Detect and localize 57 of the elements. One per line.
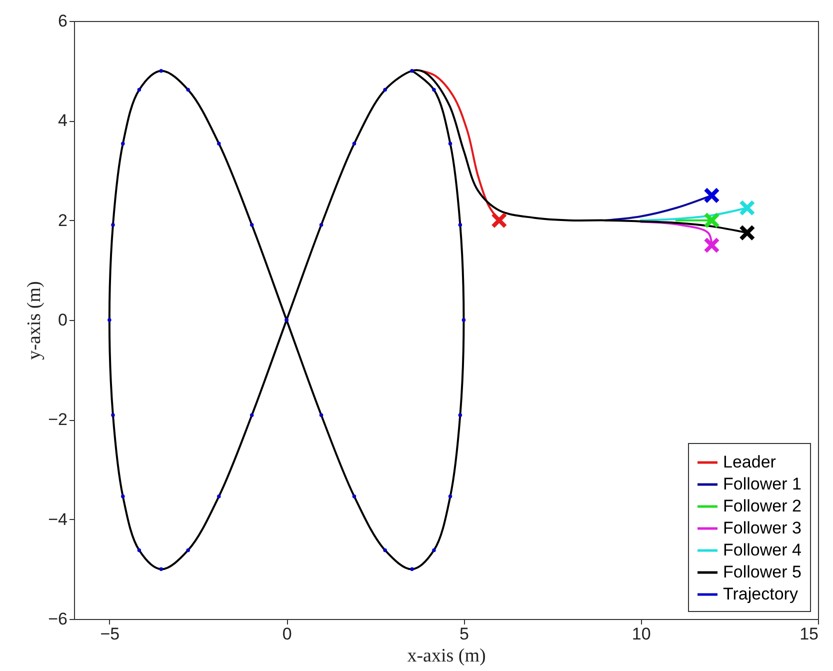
point [432,88,436,92]
point [186,88,190,92]
y-tick-label: 2 [58,210,68,230]
legend-label: Follower 4 [723,540,802,560]
y-tick-label: 4 [58,111,68,130]
point [250,222,254,227]
legend-label: Follower 5 [723,562,802,582]
y-tick-label: 6 [58,12,68,30]
x-tick-label: 10 [632,624,651,644]
point [186,548,190,552]
point [491,212,508,228]
point [739,200,756,216]
y-tick-label: −4 [48,510,68,529]
point [319,222,324,227]
point [410,68,414,73]
point [739,224,756,241]
point [111,222,115,227]
point [352,494,356,498]
point [217,494,221,498]
y-tick-label: 0 [58,310,68,330]
x-tick-label: 15 [800,624,818,644]
point [458,222,462,227]
point [432,548,436,552]
point [704,212,720,228]
legend-label: Trajectory [723,584,798,604]
point [111,413,115,418]
point [319,413,324,418]
legend-label: Follower 2 [723,496,802,516]
point [410,567,414,572]
x-axis-title: x-axis (m) [407,646,486,666]
point [458,413,462,418]
point [462,318,466,322]
point [137,548,142,552]
point [108,318,112,322]
point [250,413,254,418]
y-axis-title: y-axis (m) [24,281,46,360]
x-tick-label: −5 [100,624,120,644]
point [352,142,356,146]
point [448,142,452,146]
point [121,494,125,498]
y-tick-label: −2 [48,410,68,430]
point [448,494,452,498]
legend-label: Follower 1 [723,474,802,494]
legend-label: Leader [723,452,776,472]
point [137,88,142,92]
point [704,187,720,204]
point [704,237,720,254]
point [383,88,387,92]
point [121,142,125,146]
point [383,548,387,552]
y-tick-label: −6 [48,610,68,628]
point [217,142,221,146]
x-tick-label: 0 [282,624,292,644]
legend-label: Follower 3 [723,518,802,538]
point [159,68,164,73]
point [159,567,164,572]
x-tick-label: 5 [459,624,469,644]
